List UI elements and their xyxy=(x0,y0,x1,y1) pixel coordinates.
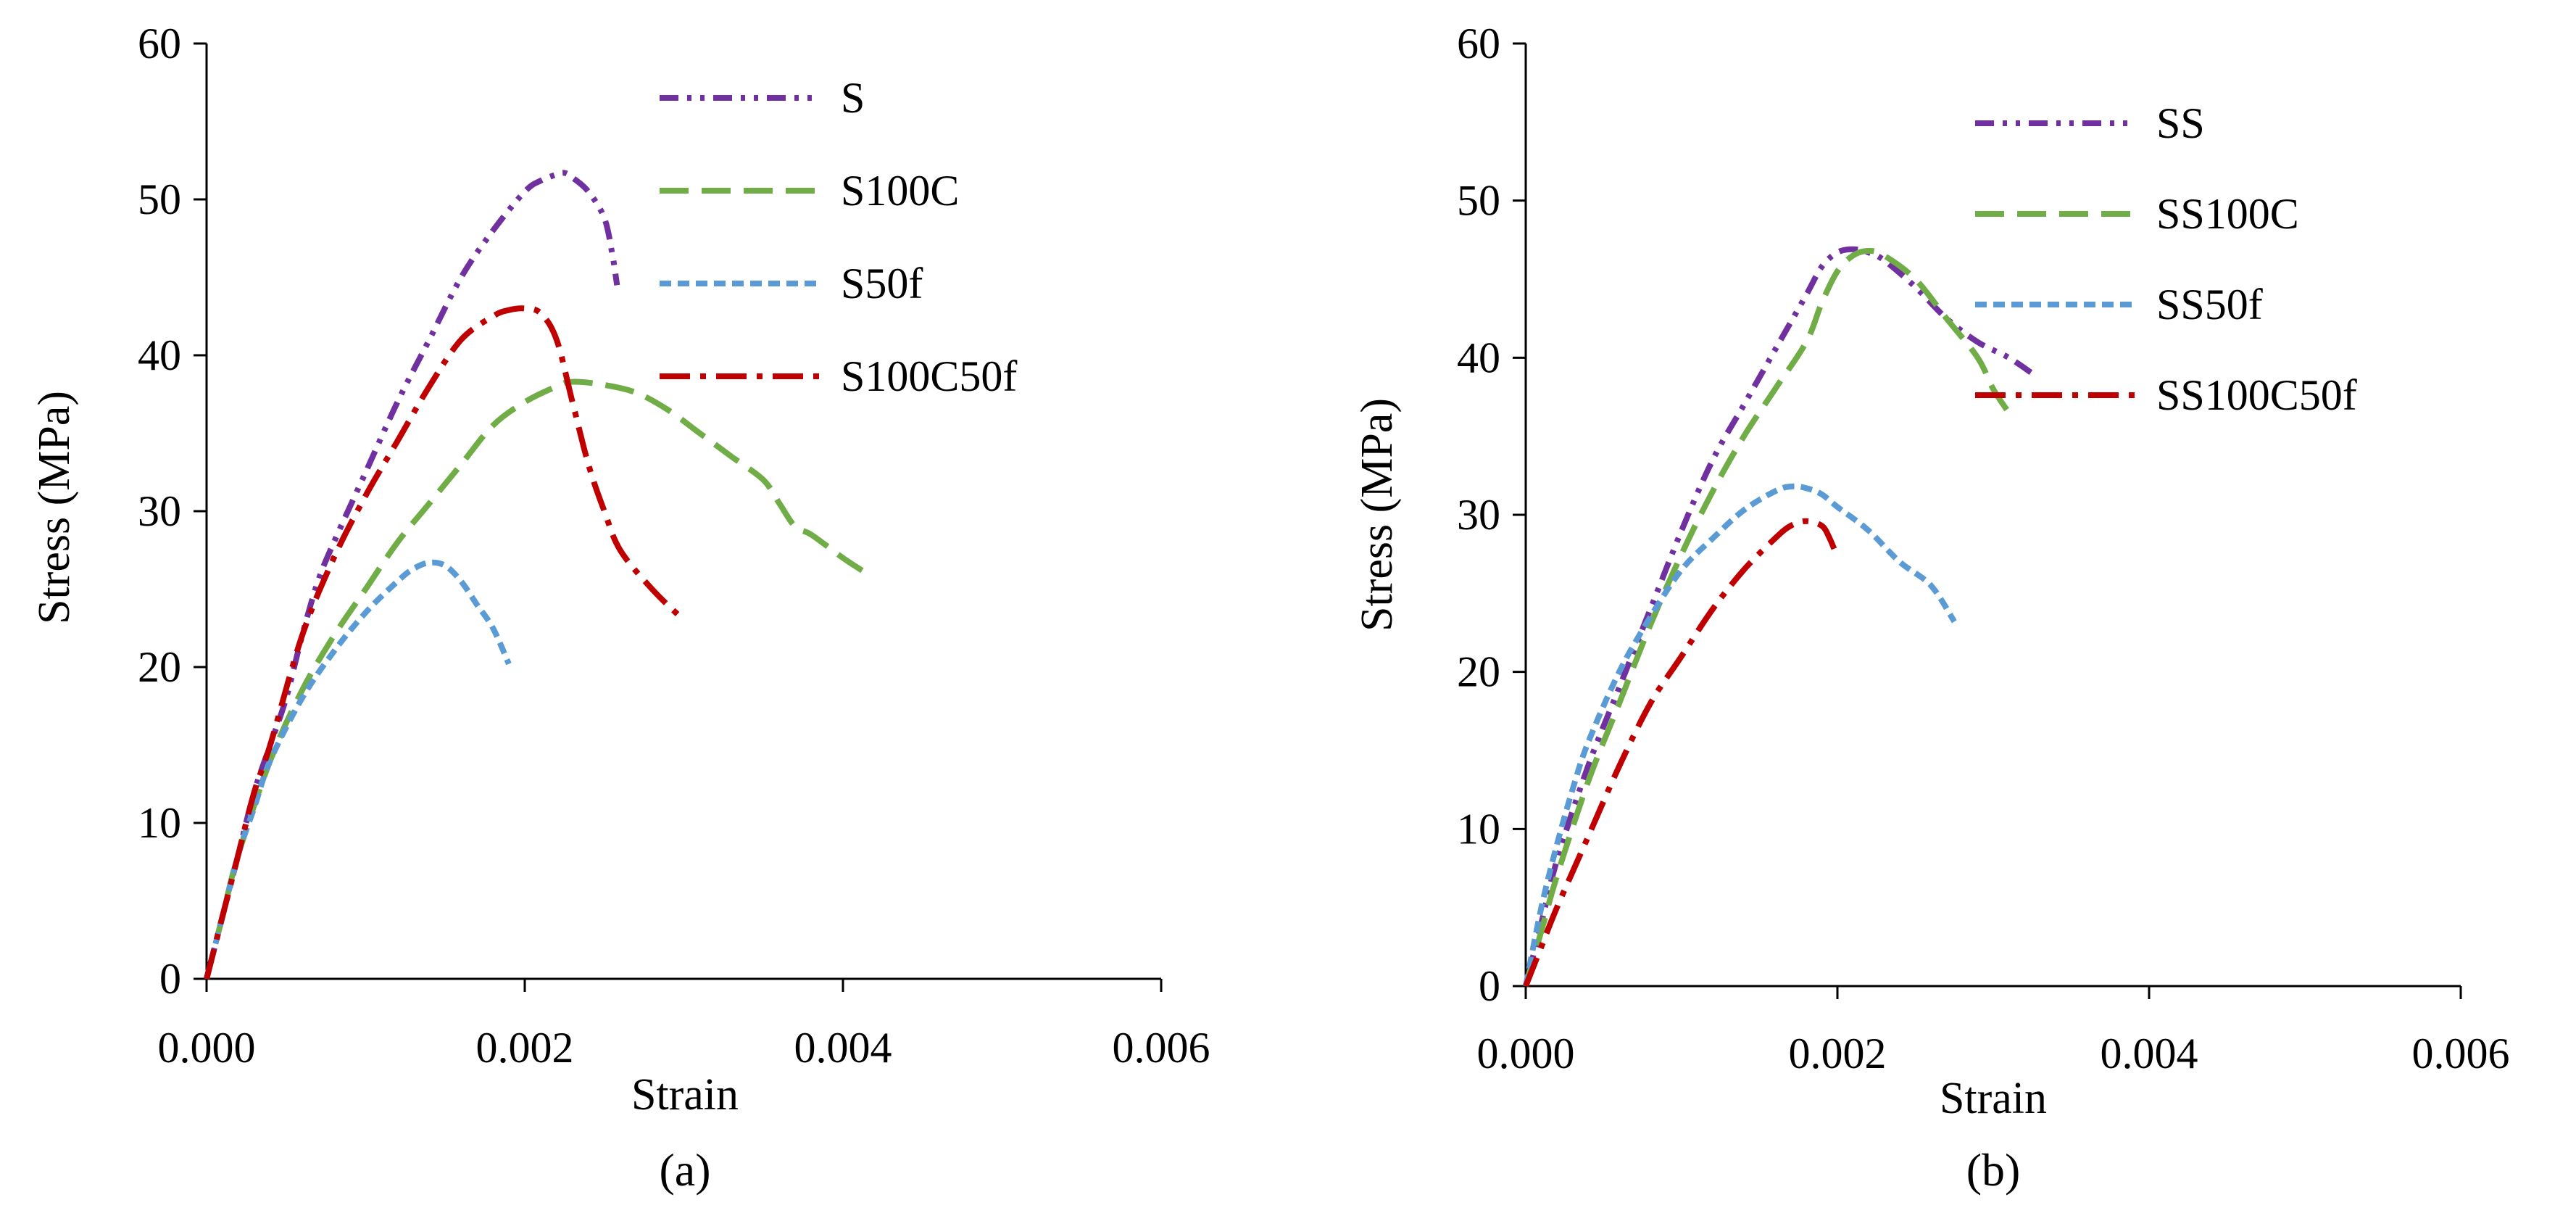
y-tick-label: 40 xyxy=(138,331,181,379)
y-tick-label: 0 xyxy=(1479,962,1500,1010)
y-tick-label: 20 xyxy=(1457,648,1500,696)
x-axis-label: Strain xyxy=(1940,1074,2047,1123)
y-tick-label: 0 xyxy=(159,955,181,1003)
series-line-s100c50f xyxy=(204,305,686,980)
x-tick-label: 0.002 xyxy=(1789,1030,1887,1077)
chart-panel-a: 0 10 20 30 40 50 60 0.000 0.002 0.004 0.006 Strain S… xyxy=(30,20,1210,1196)
y-axis-label: Stress (MPa) xyxy=(30,391,79,624)
y-tick-label: 30 xyxy=(138,487,181,535)
legend-entry-s100c: S100C xyxy=(660,167,959,215)
x-axis-label: Strain xyxy=(631,1070,739,1119)
legend-label: SS50f xyxy=(2156,281,2263,328)
legend-label: S xyxy=(841,74,865,122)
x-tick-label: 0.004 xyxy=(794,1024,892,1072)
series-line-s50f xyxy=(204,559,512,980)
y-tick-label: 40 xyxy=(1457,334,1500,381)
y-tick-label: 30 xyxy=(1457,491,1500,539)
legend-entry-ss50f: SS50f xyxy=(1975,281,2263,328)
y-tick-label: 10 xyxy=(1457,805,1500,853)
series-line-s xyxy=(204,170,620,980)
legend-label: SS100C50f xyxy=(2156,371,2357,419)
chart-panel-b: 0 10 20 30 40 50 60 0.000 0.002 0.004 0.006 Strain S… xyxy=(1353,20,2510,1196)
legend-entry-ss100c50f: SS100C50f xyxy=(1975,371,2357,419)
y-axis-label: Stress (MPa) xyxy=(1353,398,1402,632)
legend-entry-ss100c: SS100C xyxy=(1975,190,2299,238)
legend-entry-s50f: S50f xyxy=(660,260,923,307)
y-tick-label: 20 xyxy=(138,643,181,691)
series-line-ss100c50f xyxy=(1523,518,1840,988)
x-tick-label: 0.000 xyxy=(1477,1030,1575,1077)
x-tick-label: 0.000 xyxy=(158,1024,256,1072)
legend-entry-ss: SS xyxy=(1975,99,2205,147)
legend-entry-s100c50f: S100C50f xyxy=(660,352,1017,400)
legend-label: S50f xyxy=(841,260,923,307)
panel-label: (a) xyxy=(659,1144,710,1196)
legend-label: SS100C xyxy=(2156,190,2299,238)
x-tick-label: 0.002 xyxy=(476,1024,574,1072)
legend-label: S100C50f xyxy=(841,352,1017,400)
y-tick-label: 60 xyxy=(138,20,181,67)
panel-label: (b) xyxy=(1966,1144,2021,1196)
series-line-ss50f xyxy=(1523,483,1957,987)
legend-entry-s: S xyxy=(660,74,865,122)
y-tick-label: 10 xyxy=(138,799,181,847)
y-tick-label: 60 xyxy=(1457,20,1500,67)
legend-label: SS xyxy=(2156,99,2205,147)
x-tick-label: 0.006 xyxy=(2412,1030,2510,1077)
y-tick-label: 50 xyxy=(1457,177,1500,225)
x-tick-label: 0.006 xyxy=(1113,1024,1210,1072)
legend-label: S100C xyxy=(841,167,959,215)
series-line-ss100c xyxy=(1523,248,2011,988)
series-line-ss xyxy=(1523,246,2035,987)
x-tick-label: 0.004 xyxy=(2101,1030,2198,1077)
series-line-s100c xyxy=(204,378,869,980)
y-tick-label: 50 xyxy=(138,175,181,223)
